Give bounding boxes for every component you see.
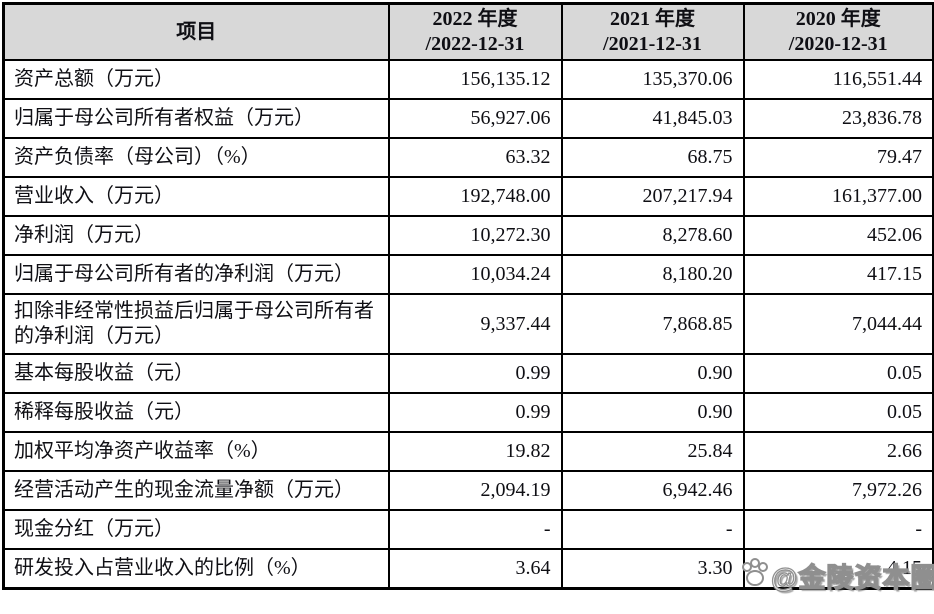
row-label: 扣除非经常性损益后归属于母公司所有者的净利润（万元）: [2, 293, 390, 355]
table-row: 加权平均净资产收益率（%） 19.82 25.84 2.66: [2, 431, 934, 472]
cell-value: 3.64: [387, 548, 563, 589]
cell-value: 0.99: [387, 392, 563, 433]
header-period-2022: 2022 年度 /2022-12-31: [387, 2, 563, 61]
header-item: 项目: [2, 2, 390, 61]
row-label: 营业收入（万元）: [2, 176, 390, 217]
cell-value: 9,337.44: [387, 293, 563, 355]
table-row: 净利润（万元） 10,272.30 8,278.60 452.06: [2, 215, 934, 256]
cell-value: 56,927.06: [387, 98, 563, 139]
watermark: @金陵资本圈: [740, 556, 934, 595]
cell-value: 135,370.06: [560, 59, 745, 100]
cell-value: 7,972.26: [742, 470, 934, 511]
cell-value: 0.05: [742, 392, 934, 433]
cell-value: -: [560, 509, 745, 550]
row-label: 资产总额（万元）: [2, 59, 390, 100]
cell-value: 79.47: [742, 137, 934, 178]
cell-value: 156,135.12: [387, 59, 563, 100]
row-label: 归属于母公司所有者权益（万元）: [2, 98, 390, 139]
row-label: 经营活动产生的现金流量净额（万元）: [2, 470, 390, 511]
row-label: 归属于母公司所有者的净利润（万元）: [2, 254, 390, 295]
header-year-label: 2020 年度: [795, 8, 881, 30]
table-row: 资产总额（万元） 156,135.12 135,370.06 116,551.4…: [2, 59, 934, 100]
table-row: 营业收入（万元） 192,748.00 207,217.94 161,377.0…: [2, 176, 934, 217]
table-row: 归属于母公司所有者的净利润（万元） 10,034.24 8,180.20 417…: [2, 254, 934, 295]
cell-value: -: [387, 509, 563, 550]
row-label: 净利润（万元）: [2, 215, 390, 256]
cell-value: 0.99: [387, 353, 563, 394]
cell-value: -: [742, 509, 934, 550]
header-period-2021: 2021 年度 /2021-12-31: [560, 2, 745, 61]
cell-value: 192,748.00: [387, 176, 563, 217]
cell-value: 6,942.46: [560, 470, 745, 511]
row-label: 研发投入占营业收入的比例（%）: [2, 548, 390, 589]
header-date-label: /2022-12-31: [425, 33, 525, 55]
table-row: 研发投入占营业收入的比例（%） 3.64 3.30 4.15: [2, 548, 934, 589]
financial-summary-table: 项目 2022 年度 /2022-12-31 2021 年度 /2021-12-…: [2, 2, 934, 590]
row-label: 基本每股收益（元）: [2, 353, 390, 394]
cell-value: 8,278.60: [560, 215, 745, 256]
row-label: 稀释每股收益（元）: [2, 392, 390, 433]
table-row: 资产负债率（母公司）（%） 63.32 68.75 79.47: [2, 137, 934, 178]
cell-value: 41,845.03: [560, 98, 745, 139]
header-date-label: /2020-12-31: [788, 33, 888, 55]
cell-value: 0.05: [742, 353, 934, 394]
cell-value: 8,180.20: [560, 254, 745, 295]
row-label: 资产负债率（母公司）（%）: [2, 137, 390, 178]
header-date-label: /2021-12-31: [603, 33, 702, 55]
cell-value: 161,377.00: [742, 176, 934, 217]
cell-value: 7,868.85: [560, 293, 745, 355]
cell-value: 0.90: [560, 392, 745, 433]
cell-value: 19.82: [387, 431, 563, 472]
cell-value: 2,094.19: [387, 470, 563, 511]
cell-value: 68.75: [560, 137, 745, 178]
table-row: 归属于母公司所有者权益（万元） 56,927.06 41,845.03 23,8…: [2, 98, 934, 139]
cell-value: 0.90: [560, 353, 745, 394]
paw-icon: [740, 557, 770, 594]
table-row: 扣除非经常性损益后归属于母公司所有者的净利润（万元） 9,337.44 7,86…: [2, 293, 934, 355]
table-row: 现金分红（万元） - - -: [2, 509, 934, 550]
header-period-2020: 2020 年度 /2020-12-31: [742, 2, 934, 61]
cell-value: 3.30: [560, 548, 745, 589]
row-label: 加权平均净资产收益率（%）: [2, 431, 390, 472]
table-row: 经营活动产生的现金流量净额（万元） 2,094.19 6,942.46 7,97…: [2, 470, 934, 511]
cell-value: 452.06: [742, 215, 934, 256]
header-year-label: 2022 年度: [432, 8, 518, 30]
cell-value: 10,034.24: [387, 254, 563, 295]
table-row: 稀释每股收益（元） 0.99 0.90 0.05: [2, 392, 934, 433]
cell-value: 207,217.94: [560, 176, 745, 217]
header-year-label: 2021 年度: [610, 8, 695, 30]
cell-value: 2.66: [742, 431, 934, 472]
cell-value: 7,044.44: [742, 293, 934, 355]
header-row: 项目 2022 年度 /2022-12-31 2021 年度 /2021-12-…: [2, 2, 934, 61]
cell-value: 417.15: [742, 254, 934, 295]
cell-value: 23,836.78: [742, 98, 934, 139]
row-label: 现金分红（万元）: [2, 509, 390, 550]
cell-value: 4.15: [742, 548, 934, 589]
table-row: 基本每股收益（元） 0.99 0.90 0.05: [2, 353, 934, 394]
cell-value: 63.32: [387, 137, 563, 178]
cell-value: 25.84: [560, 431, 745, 472]
cell-value: 116,551.44: [742, 59, 934, 100]
watermark-text: @金陵资本圈: [770, 562, 934, 593]
cell-value: 10,272.30: [387, 215, 563, 256]
